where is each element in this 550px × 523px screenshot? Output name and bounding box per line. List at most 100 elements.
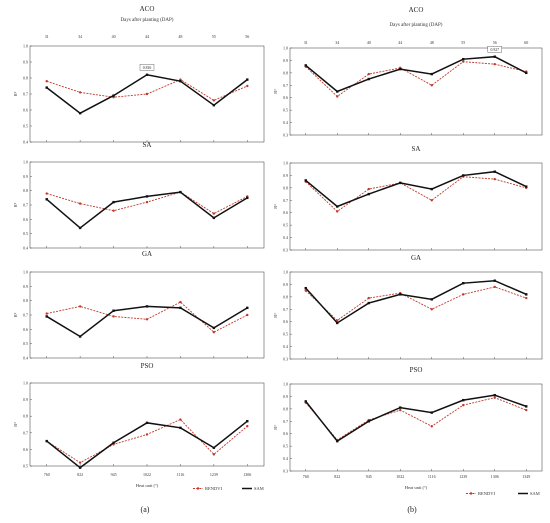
max-annotation: 0.816 bbox=[143, 66, 152, 70]
rendvi-line bbox=[46, 418, 248, 464]
legend-sam-label: SAM bbox=[254, 486, 264, 491]
y-tick-label: 0.9 bbox=[283, 394, 288, 399]
sam-point bbox=[399, 67, 402, 71]
y-tick-label: 0.5 bbox=[23, 124, 28, 129]
sam-point bbox=[45, 86, 48, 89]
sam-point bbox=[430, 72, 433, 76]
legend-rendvi-marker bbox=[469, 492, 473, 495]
sam-point bbox=[430, 411, 433, 414]
rendvi-point bbox=[45, 80, 48, 83]
sam-line bbox=[305, 55, 527, 93]
sam-point bbox=[45, 198, 48, 201]
rendvi-point bbox=[493, 396, 496, 399]
top-tick-label: 44 bbox=[145, 34, 149, 39]
subplot-title: PSO bbox=[410, 366, 423, 374]
y-tick-label: 0.9 bbox=[23, 60, 28, 65]
sam-point bbox=[493, 279, 496, 282]
x-tick-label: 1116 bbox=[428, 474, 436, 479]
y-axis-label: R² bbox=[13, 202, 18, 207]
rendvi-point bbox=[493, 285, 496, 289]
y-tick-label: 0.5 bbox=[23, 464, 28, 469]
top-tick-label: 55 bbox=[212, 34, 216, 39]
rendvi-point bbox=[145, 200, 149, 204]
x-tick-label: 945 bbox=[366, 474, 372, 479]
rendvi-point bbox=[78, 91, 82, 94]
y-tick-label: 0.4 bbox=[23, 140, 28, 145]
x-tick-label: 1306 bbox=[491, 474, 499, 479]
sam-point bbox=[112, 309, 115, 312]
sam-point bbox=[336, 439, 339, 443]
sam-point bbox=[78, 466, 82, 469]
rendvi-point bbox=[336, 319, 339, 322]
top-tick-label: 34 bbox=[78, 34, 82, 39]
y-tick-label: 0.7 bbox=[23, 313, 28, 318]
x-tick-label: 1116 bbox=[177, 472, 185, 477]
y-tick-label: 0.5 bbox=[283, 332, 288, 337]
y-tick-label: 0.5 bbox=[23, 341, 28, 346]
rendvi-point bbox=[179, 418, 182, 421]
x-tick-label: 1022 bbox=[396, 474, 404, 479]
rendvi-point bbox=[112, 209, 115, 212]
y-tick-label: 0.9 bbox=[23, 397, 28, 402]
sam-point bbox=[145, 421, 149, 425]
sam-point bbox=[246, 196, 249, 200]
y-tick-label: 1.0 bbox=[23, 44, 28, 49]
sam-point bbox=[246, 419, 249, 423]
rendvi-point bbox=[336, 95, 339, 98]
sam-point bbox=[45, 315, 48, 318]
sam-point bbox=[145, 305, 149, 308]
y-tick-label: 0.6 bbox=[23, 108, 28, 113]
y-tick-label: 1.0 bbox=[283, 270, 288, 275]
top-tick-label: 34 bbox=[335, 40, 339, 45]
y-tick-label: 0.7 bbox=[23, 430, 28, 435]
rendvi-point bbox=[462, 60, 465, 63]
y-tick-label: 0.9 bbox=[283, 173, 288, 178]
top-tick-label: 48 bbox=[430, 40, 434, 45]
rendvi-point bbox=[336, 210, 339, 213]
y-axis-label: R² bbox=[13, 312, 18, 317]
x-tick-label: 1239 bbox=[210, 472, 218, 477]
subplot-title: ACO bbox=[409, 6, 424, 14]
rendvi-point bbox=[430, 84, 433, 87]
y-tick-label: 1.0 bbox=[23, 270, 28, 275]
y-tick-label: 0.6 bbox=[283, 210, 288, 215]
top-tick-label: 48 bbox=[178, 34, 182, 39]
sam-point bbox=[525, 293, 528, 296]
x-tick-label: 822 bbox=[334, 474, 340, 479]
legend-rendvi-marker bbox=[196, 487, 200, 490]
y-tick-label: 0.3 bbox=[283, 357, 288, 362]
sam-point bbox=[399, 293, 402, 296]
sam-point bbox=[462, 398, 465, 402]
x-tick-label: 760 bbox=[303, 474, 309, 479]
rendvi-point bbox=[45, 192, 48, 195]
sam-point bbox=[304, 64, 307, 67]
rendvi-point bbox=[212, 331, 216, 334]
y-tick-label: 0.6 bbox=[23, 217, 28, 222]
subplot-title: ACO bbox=[140, 5, 155, 13]
sam-point bbox=[367, 77, 370, 81]
sam-point bbox=[145, 195, 149, 198]
subplot-title: SA bbox=[412, 145, 421, 153]
sam-point bbox=[399, 406, 402, 409]
y-tick-label: 0.4 bbox=[283, 456, 288, 461]
rendvi-point bbox=[45, 312, 48, 315]
y-axis-label: R² bbox=[273, 89, 278, 94]
y-tick-label: 0.7 bbox=[23, 92, 28, 97]
sam-point bbox=[367, 192, 370, 196]
top-axis-label: Days after planting (DAP) bbox=[390, 23, 443, 28]
legend-sam-label: SAM bbox=[530, 491, 540, 496]
rendvi-point bbox=[212, 453, 216, 456]
max-annotation: 0.927 bbox=[490, 48, 499, 52]
y-axis-label: R² bbox=[273, 204, 278, 209]
y-tick-label: 0.4 bbox=[283, 120, 288, 125]
y-tick-label: 0.8 bbox=[283, 70, 288, 75]
subplot-title: SA bbox=[143, 141, 152, 149]
x-tick-label: 1239 bbox=[459, 474, 467, 479]
y-tick-label: 0.7 bbox=[23, 203, 28, 208]
y-axis-label: R² bbox=[273, 313, 278, 318]
sam-point bbox=[45, 439, 48, 443]
y-tick-label: 0.8 bbox=[23, 76, 28, 81]
sam-point bbox=[246, 78, 249, 81]
y-tick-label: 0.4 bbox=[23, 356, 28, 361]
sam-point bbox=[112, 441, 115, 444]
